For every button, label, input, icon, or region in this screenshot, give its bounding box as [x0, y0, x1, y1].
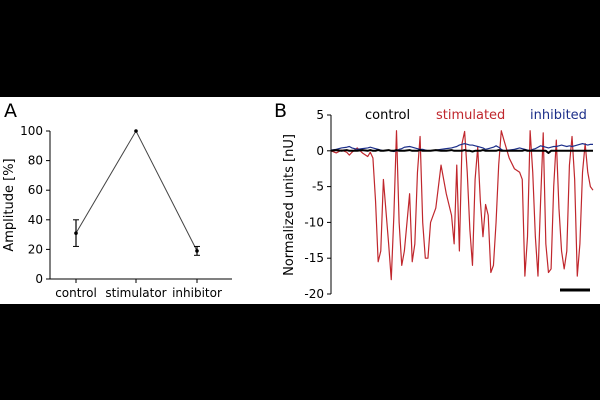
chart-a-ytick-label: 100 — [20, 124, 43, 138]
chart-a-xtick-label: inhibitor — [172, 286, 222, 300]
chart-b-series-control — [330, 149, 593, 154]
chart-a-ytick-label: 40 — [28, 213, 43, 227]
chart-b-ytick-label: -5 — [312, 180, 324, 194]
chart-a-xtick-label: control — [55, 286, 97, 300]
chart-b-ytick-label: 0 — [316, 144, 324, 158]
chart-b-ytick-label: -20 — [304, 287, 324, 301]
panel-a-label: A — [4, 100, 17, 122]
panel-b-label: B — [274, 100, 287, 122]
chart-a-ytick-label: 80 — [28, 154, 43, 168]
chart-a-point — [74, 231, 78, 235]
chart-a: 0 20 40 60 80 100 control stimulator inhibitor — [20, 124, 232, 300]
chart-a-ytick-label: 0 — [35, 272, 43, 286]
chart-a-point — [134, 129, 138, 133]
chart-b-ytick-label: -15 — [304, 251, 324, 265]
chart-b-series-stimulated — [330, 130, 594, 281]
chart-a-ylabel: Amplitude [%] — [2, 158, 17, 251]
chart-b-ytick-label: -10 — [304, 215, 324, 229]
chart-b-ylabel: Normalized units [nU] — [282, 134, 297, 276]
chart-a-ytick-label: 20 — [28, 242, 43, 256]
figure-panel — [0, 97, 600, 304]
chart-a-xtick-label: stimulator — [105, 286, 166, 300]
chart-a-point — [195, 249, 199, 253]
chart-a-ytick-label: 60 — [28, 183, 43, 197]
legend-inhibited: inhibited — [530, 108, 587, 123]
chart-a-line — [75, 129, 198, 252]
legend-control: control — [365, 108, 410, 123]
legend-stimulated: stimulated — [436, 108, 505, 123]
chart-b: 5 0 -5 -10 -15 -20 — [304, 108, 594, 301]
chart-b-ytick-label: 5 — [316, 108, 324, 122]
